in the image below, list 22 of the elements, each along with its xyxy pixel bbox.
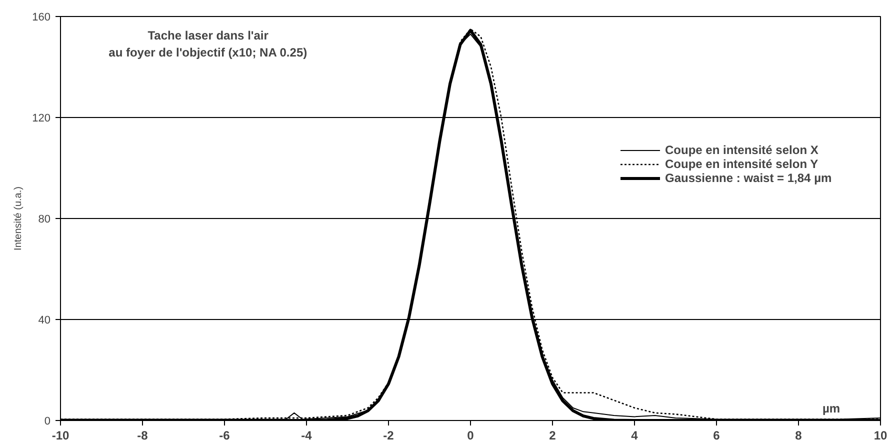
legend-label: Coupe en intensité selon X <box>665 143 818 157</box>
y-tick-label: 0 <box>44 416 51 428</box>
x-tick-label: 2 <box>549 428 556 442</box>
legend-label: Coupe en intensité selon Y <box>665 157 818 171</box>
y-tick-label: 160 <box>32 12 51 24</box>
x-tick-label: -2 <box>383 428 394 442</box>
x-tick-label: 4 <box>631 428 638 442</box>
x-tick-label: 6 <box>713 428 720 442</box>
x-tick-label: -4 <box>301 428 312 442</box>
x-tick-label: -6 <box>219 428 230 442</box>
y-tick-label: 40 <box>38 314 51 326</box>
x-tick-label: -8 <box>137 428 148 442</box>
y-tick-label: 120 <box>32 112 51 124</box>
x-axis-title: µm <box>822 402 840 416</box>
y-axis-title: Intensité (u.a.) <box>13 186 24 250</box>
x-tick-label: 0 <box>467 428 474 442</box>
x-tick-label: -10 <box>52 428 70 442</box>
y-tick-label: 80 <box>38 214 51 226</box>
x-tick-label: 10 <box>874 428 888 442</box>
text: Tache laser dans l'air au foyer de l'objectif (x10; NA 0.25) <box>108 28 308 60</box>
x-tick-label: 8 <box>795 428 802 442</box>
legend-label: Gaussienne : waist = 1,84 µm <box>665 171 832 185</box>
